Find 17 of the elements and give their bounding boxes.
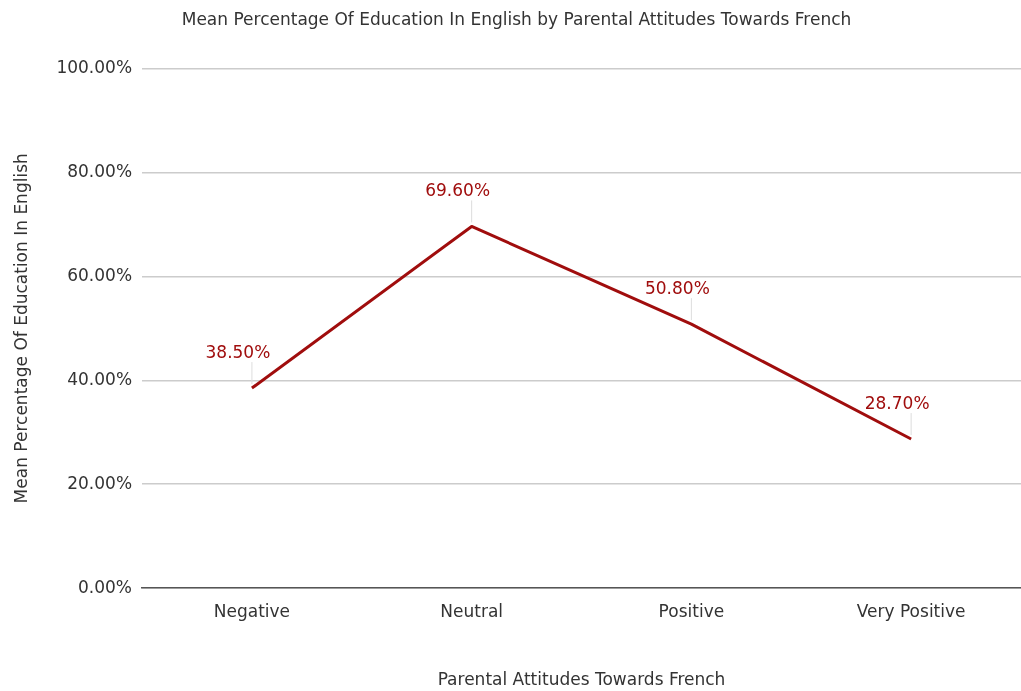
x-tick-label: Very Positive [856,600,966,621]
data-label: 50.80% [644,278,710,299]
data-label: 69.60% [425,180,491,201]
y-tick-label: 100.00% [56,56,133,77]
data-label: 28.70% [864,392,930,413]
y-tick-label: 0.00% [78,576,133,597]
data-label: 38.50% [205,342,271,362]
x-tick-label: Positive [658,600,725,621]
y-tick-label: 60.00% [67,264,133,285]
y-tick-label: 20.00% [67,472,133,493]
chart-title: Mean Percentage Of Education In English by Parental Attitudes Towards French [181,8,852,29]
y-axis-title: Mean Percentage Of Education In English [10,153,31,504]
x-tick-label: Negative [213,600,291,621]
x-axis-title: Parental Attitudes Towards French [437,669,726,690]
y-tick-label: 40.00% [67,368,133,389]
y-tick-label: 80.00% [67,160,133,181]
x-tick-label: Neutral [440,600,504,621]
